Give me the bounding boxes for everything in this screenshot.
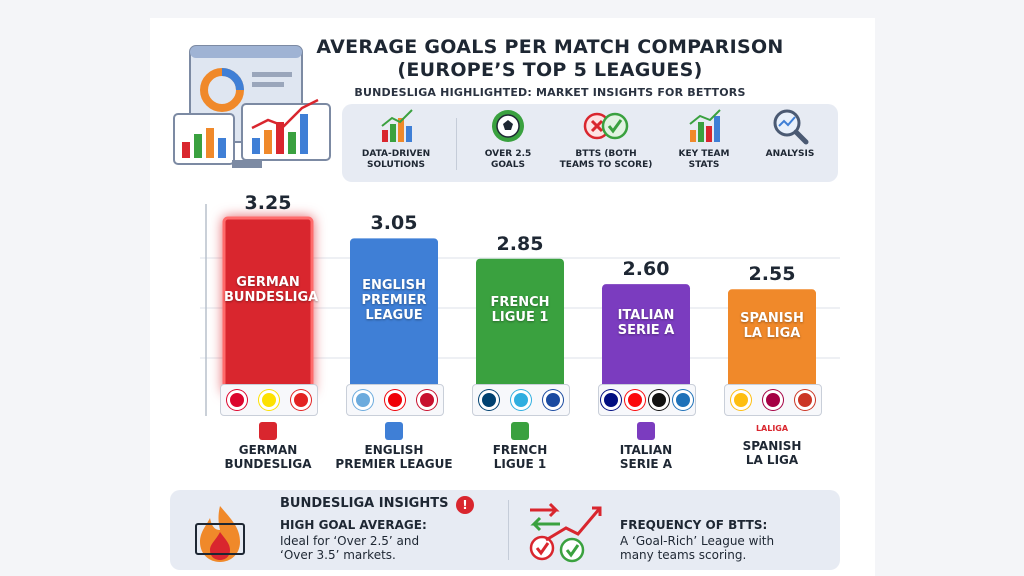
fire-icon xyxy=(195,506,245,562)
bar xyxy=(476,258,564,392)
liverpool-crest-icon xyxy=(417,390,437,410)
juventus-crest-icon xyxy=(649,390,669,410)
chart-plot-area xyxy=(200,204,840,416)
bar xyxy=(350,238,438,392)
bar-label: ENGLISH PREMIER LEAGUE xyxy=(361,277,427,323)
feature-label-line-1: KEY TEAM xyxy=(678,149,730,159)
league-logo-icon xyxy=(511,422,529,440)
btts-text-line-2: many teams scoring. xyxy=(620,548,747,562)
feature-label-line-2: STATS xyxy=(688,160,720,170)
feature-btts: BTTS (BOTH TEAMS TO SCORE) xyxy=(556,106,656,171)
feature-label-line-1: BTTS (BOTH xyxy=(575,149,637,159)
lyon-crest-icon xyxy=(543,390,563,410)
value-label: 2.55 xyxy=(748,263,796,286)
category-label: ITALIAN SERIE A xyxy=(576,422,716,471)
feature-label-line-2: TEAMS TO SCORE) xyxy=(559,160,653,170)
page-subtitle: BUNDESLIGA HIGHLIGHTED: MARKET INSIGHTS … xyxy=(354,86,746,99)
feature-team-stats: KEY TEAM STATS xyxy=(654,106,754,171)
feature-strip: DATA-DRIVEN SOLUTIONS OVER 2.5 GOALS BTTS … xyxy=(342,104,838,182)
league-logo-icon xyxy=(259,422,277,440)
atalanta-crest-icon xyxy=(673,390,693,410)
value-label: 2.60 xyxy=(622,258,670,281)
btts-title: FREQUENCY OF BTTS: xyxy=(620,518,768,532)
category-label: LALIGA SPANISH LA LIGA xyxy=(702,422,842,467)
category-label: GERMAN BUNDESLIGA xyxy=(198,422,338,471)
club-crests xyxy=(220,384,318,416)
feature-label-line-2: GOALS xyxy=(491,160,525,170)
league-logo-icon xyxy=(637,422,655,440)
bar-label: GERMAN BUNDESLIGA xyxy=(224,275,319,305)
bar xyxy=(222,216,314,394)
category-label: FRENCH LIGUE 1 xyxy=(450,422,590,471)
feature-data-driven: DATA-DRIVEN SOLUTIONS xyxy=(346,106,446,171)
bar-chart-icon xyxy=(381,109,413,142)
value-label: 3.25 xyxy=(244,192,292,214)
inter-crest-icon xyxy=(601,390,621,410)
high-goal-text-line-1: Ideal for ‘Over 2.5’ and xyxy=(280,534,420,548)
feature-over-25: OVER 2.5 GOALS xyxy=(458,106,558,171)
bar xyxy=(602,284,690,392)
title-line-2: (EUROPE’S TOP 5 LEAGUES) xyxy=(397,59,703,81)
high-goal-text-line-2: ‘Over 3.5’ markets. xyxy=(280,548,396,562)
club-crests xyxy=(346,384,444,416)
bar-chart: 3.25 GERMAN BUNDESLIGA GERMAN BUNDESLIGA 3.05… xyxy=(198,192,850,488)
value-label: 3.05 xyxy=(370,212,418,235)
soccer-ball-icon xyxy=(492,110,524,142)
btts-trend-icon xyxy=(529,502,602,563)
club-crests xyxy=(598,384,696,416)
feature-label-line-1: DATA-DRIVEN xyxy=(361,149,431,159)
feature-label-line-1: ANALYSIS xyxy=(765,149,815,159)
league-logo-icon: LALIGA xyxy=(755,424,789,433)
feature-analysis: ANALYSIS xyxy=(740,106,840,160)
leverkusen-crest-icon xyxy=(291,390,311,410)
bar-label: ITALIAN SERIE A xyxy=(617,308,675,339)
milan-crest-icon xyxy=(625,390,645,410)
divider xyxy=(456,118,457,170)
marseille-crest-icon xyxy=(511,390,531,410)
divider xyxy=(508,500,509,560)
psg-crest-icon xyxy=(479,390,499,410)
title-line-1: AVERAGE GOALS PER MATCH COMPARISON xyxy=(316,36,784,58)
atletico-crest-icon xyxy=(795,390,815,410)
value-label: 2.85 xyxy=(496,232,544,255)
high-goal-title: HIGH GOAL AVERAGE: xyxy=(280,518,427,532)
page-title: AVERAGE GOALS PER MATCH COMPARISON (EURO… xyxy=(300,36,800,82)
high-goal-text: Ideal for ‘Over 2.5’ and ‘Over 3.5’ mark… xyxy=(280,534,419,562)
bar xyxy=(728,289,816,392)
man-city-crest-icon xyxy=(353,390,373,410)
league-logo-icon xyxy=(385,422,403,440)
btts-icon xyxy=(583,112,629,140)
bar-label: FRENCH LIGUE 1 xyxy=(490,295,550,326)
feature-label-line-1: OVER 2.5 xyxy=(484,149,532,159)
insights-heading: BUNDESLIGA INSIGHTS xyxy=(280,496,449,511)
alert-glyph: ! xyxy=(462,498,468,512)
feature-label-line-2: SOLUTIONS xyxy=(366,160,425,170)
category-label: ENGLISH PREMIER LEAGUE xyxy=(324,422,464,471)
real-madrid-crest-icon xyxy=(731,390,751,410)
insights-panel: BUNDESLIGA INSIGHTS ! HIGH GOAL AVERAGE:… xyxy=(170,490,840,570)
btts-text: A ‘Goal-Rich’ League with many teams sco… xyxy=(620,534,774,562)
magnifier-icon xyxy=(773,109,809,145)
bayern-crest-icon xyxy=(227,390,247,410)
dortmund-crest-icon xyxy=(259,390,279,410)
team-stats-icon xyxy=(689,109,721,142)
arsenal-crest-icon xyxy=(385,390,405,410)
bar-label: SPANISH LA LIGA xyxy=(740,310,804,341)
club-crests xyxy=(724,384,822,416)
club-crests xyxy=(472,384,570,416)
alert-icon: ! xyxy=(456,496,474,514)
barcelona-crest-icon xyxy=(763,390,783,410)
dashboard-illustration xyxy=(173,45,331,168)
btts-text-line-1: A ‘Goal-Rich’ League with xyxy=(620,534,775,548)
